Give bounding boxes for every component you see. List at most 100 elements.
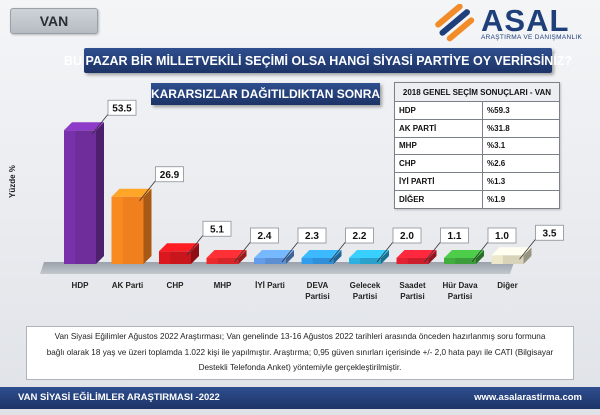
data-label: 2.0: [400, 231, 414, 242]
data-label-leader: [234, 241, 251, 263]
bar: [396, 258, 429, 264]
bar-group: 1.1 Saadet Partisi: [396, 227, 469, 301]
category-label: Diğer: [497, 281, 517, 290]
bar-highlight: [64, 130, 76, 264]
region-tag: VAN: [10, 8, 98, 34]
bar-side: [428, 250, 437, 264]
table-row: DİĞER %1.9: [394, 189, 560, 209]
bar: [349, 258, 381, 264]
data-label: 2.3: [305, 231, 319, 242]
bar-group: 2.2 DEVA Partisi: [301, 227, 374, 301]
data-label-box: [250, 227, 279, 244]
category-label: Hür Dava Partisi: [442, 281, 478, 301]
logo-word: ASAL: [481, 3, 570, 38]
data-label: 2.2: [353, 231, 367, 242]
data-label: 1.1: [448, 231, 462, 242]
question-banner: BU PAZAR BİR MİLLETVEKİLİ SEÇİMİ OLSA HA…: [64, 48, 572, 73]
bar-top: [301, 250, 342, 258]
footer-website-link[interactable]: www.asalarastirma.com: [474, 392, 582, 403]
category-label: CHP: [167, 281, 185, 290]
footer-bar: VAN SİYASİ EĞİLİMLER ARAŞTIRMASI -2022 w…: [0, 387, 600, 409]
bar-highlight: [159, 251, 171, 264]
data-label-box: [440, 227, 469, 244]
bar-highlight: [206, 258, 218, 264]
bar-side: [523, 247, 532, 264]
bar-group: 2.4 MHP: [206, 227, 279, 290]
bar-top: [349, 250, 389, 258]
bar-side: [238, 250, 247, 264]
bar-highlight: [396, 258, 408, 264]
note-line-3: Destekli Telefonda Anket) yöntemiyle ger…: [198, 363, 402, 372]
bar-side: [286, 250, 294, 264]
category-label: MHP: [214, 281, 232, 290]
data-label: 5.1: [210, 224, 224, 235]
table-cell-value: %3.1: [482, 136, 560, 156]
logo-mark-icon: [435, 4, 475, 42]
bar-highlight: [491, 255, 503, 264]
category-label: İYİ Parti: [255, 281, 285, 290]
bar: [254, 258, 286, 264]
data-label-box: [392, 227, 422, 244]
bar-chart: 53.5 HDP 26.9 AK Parti 5.1 CHP 2.4 MHP 2.3 İYİ Pa…: [40, 99, 564, 301]
bar-side: [191, 243, 199, 264]
data-label-leader: [139, 180, 156, 201]
table-cell-party: İYİ PARTİ: [394, 172, 483, 191]
data-label-box: [107, 99, 137, 116]
note-line-1: Van Siyasi Eğilimler Ağustos 2022 Araştı…: [54, 332, 546, 341]
category-label: Saadet Partisi: [399, 281, 426, 301]
data-label-box: [345, 227, 374, 244]
bar-side: [381, 250, 389, 264]
subtitle-banner: KARARSIZLAR DAĞITILDIKTAN SONRA: [151, 83, 380, 105]
table-row: İYİ PARTİ %1.3: [394, 172, 560, 191]
bar-side: [476, 250, 484, 264]
bar-top: [396, 250, 437, 258]
bar-group: 2.0 Gelecek Partisi: [349, 227, 422, 301]
table-cell-value: %1.3: [482, 172, 560, 191]
bar-top: [206, 250, 247, 258]
bar-group: 1.0 Hür Dava Partisi: [442, 227, 517, 301]
table-header-row: 2018 GENEL SEÇİM SONUÇLARI - VAN: [394, 82, 560, 102]
bar: [301, 258, 334, 264]
data-label-box: [155, 166, 184, 183]
category-label: HDP: [72, 281, 90, 290]
bar-highlight: [301, 258, 313, 264]
bar-group: 5.1 CHP: [159, 220, 232, 290]
data-label-box: [297, 227, 327, 244]
data-label: 53.5: [112, 103, 132, 114]
bar: [444, 258, 476, 264]
bar-group: 3.5 Diğer: [491, 224, 564, 290]
table-cell-value: %59.3: [482, 101, 560, 120]
footer-title: VAN SİYASİ EĞİLİMLER ARAŞTIRMASI -2022: [18, 392, 220, 403]
table-cell-value: %1.9: [482, 189, 560, 209]
data-label-leader: [91, 114, 109, 135]
table-cell-party: HDP: [394, 101, 483, 120]
table-row: MHP %3.1: [394, 136, 560, 156]
bar-group: 53.5 HDP: [64, 99, 137, 290]
table-row: AK PARTİ %31.8: [394, 118, 560, 138]
data-label-leader: [186, 235, 204, 256]
bar-top: [159, 243, 199, 252]
table-row: HDP %59.3: [394, 101, 560, 120]
note-line-2: bağlı olarak 18 yaş ve üzeri toplamda 1.…: [46, 347, 554, 357]
chart-floor: [40, 262, 514, 274]
bar: [206, 258, 239, 264]
bar-top: [254, 250, 294, 258]
table-row: CHP %2.6: [394, 154, 560, 174]
bar-top: [111, 188, 152, 197]
category-label: DEVA Partisi: [305, 281, 329, 301]
data-label: 1.0: [495, 231, 509, 242]
table-cell-value: %31.8: [482, 118, 560, 138]
table-title: 2018 GENEL SEÇİM SONUÇLARI - VAN: [394, 82, 560, 102]
data-label: 2.4: [258, 231, 272, 242]
category-label: Gelecek Partisi: [350, 281, 381, 301]
bar-side: [333, 250, 342, 264]
bar-highlight: [254, 258, 266, 264]
data-label-leader: [281, 241, 299, 263]
bar-group: 26.9 AK Parti: [111, 166, 184, 290]
election-results-table: 2018 GENEL SEÇİM SONUÇLARI - VAN HDP %59.…: [394, 82, 560, 209]
data-label-leader: [376, 241, 394, 263]
logo-subtitle: ARAŞTIRMA VE DANIŞMANLIK: [481, 34, 583, 41]
table-cell-party: CHP: [394, 154, 483, 174]
bar-group: 2.3 İYİ Parti: [254, 227, 327, 290]
methodology-note: Van Siyasi Eğilimler Ağustos 2022 Araştı…: [26, 326, 574, 380]
